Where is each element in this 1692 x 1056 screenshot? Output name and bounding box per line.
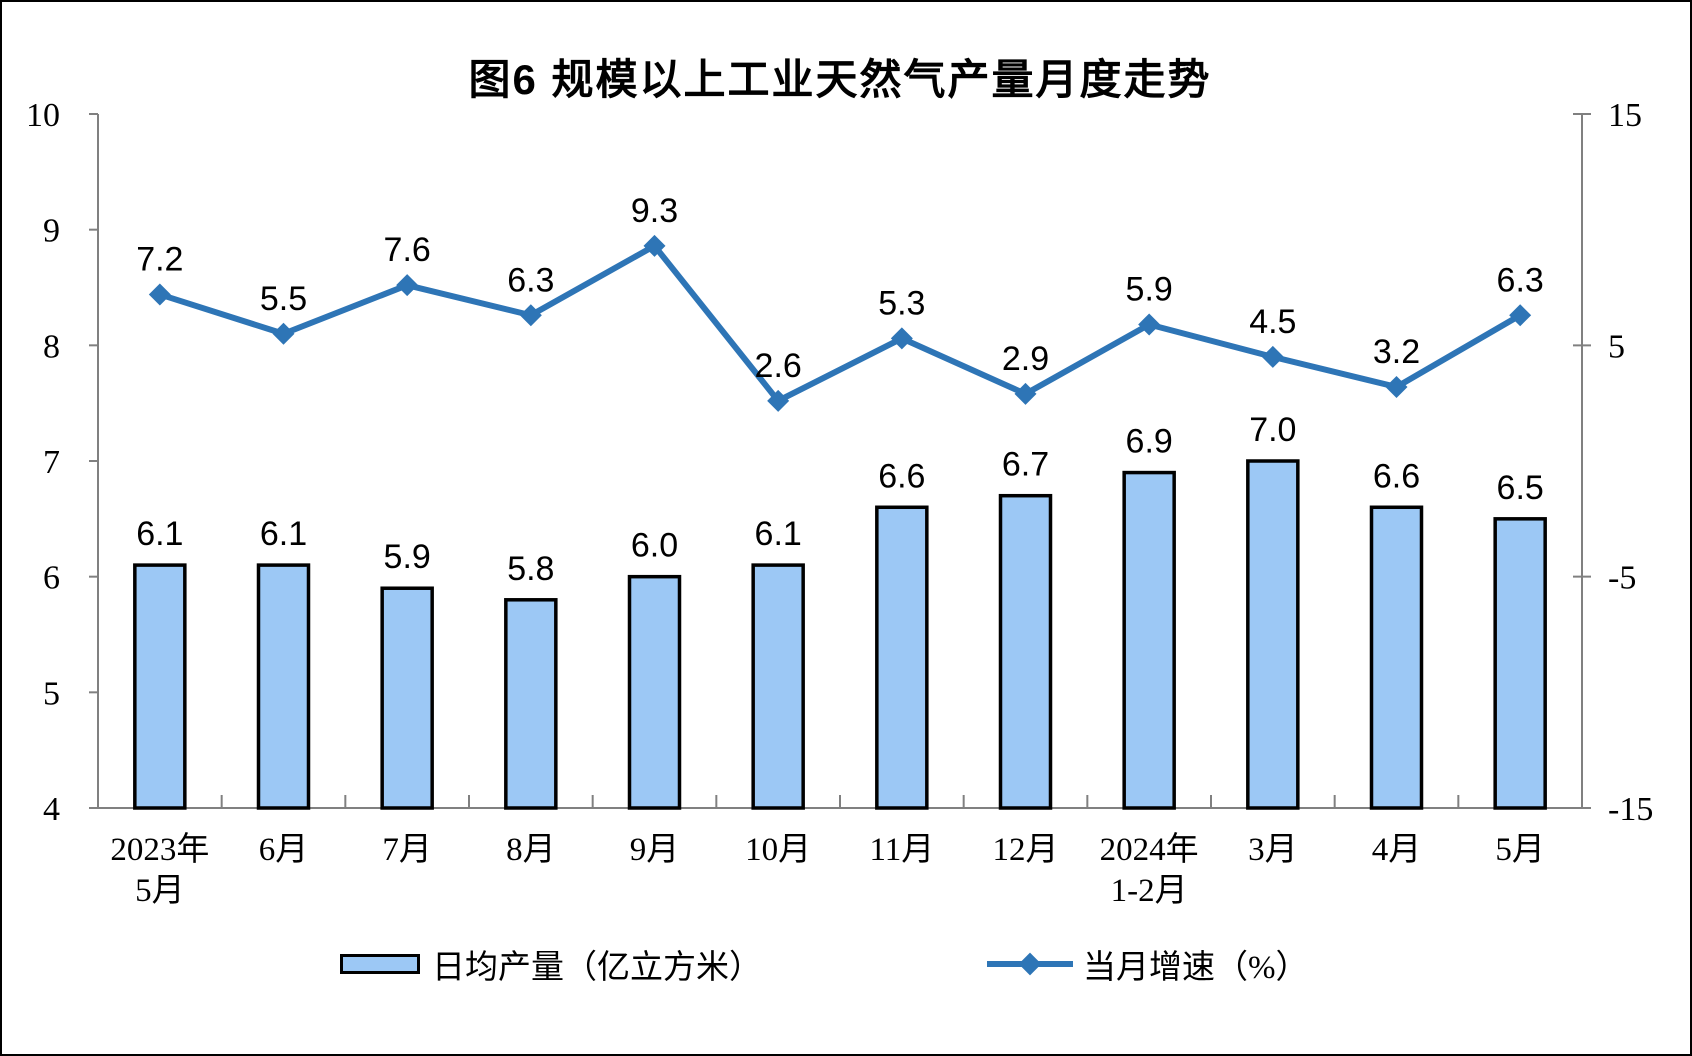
- bar-7: [998, 493, 1053, 810]
- x-category-label: 10月: [745, 832, 811, 868]
- line-marker-10: [1385, 375, 1408, 398]
- x-category-label: 5月: [1495, 832, 1545, 868]
- right-axis-tick-label: 15: [1608, 97, 1642, 134]
- bar-value-label: 6.1: [260, 515, 307, 553]
- line-marker-5: [767, 389, 790, 412]
- bar-value-label: 7.0: [1249, 411, 1296, 449]
- bar-value-label: 6.1: [755, 515, 802, 553]
- line-value-label: 4.5: [1249, 303, 1296, 341]
- line-value-label: 3.2: [1373, 333, 1420, 371]
- bar-6: [875, 505, 929, 810]
- line-value-label: 2.9: [1002, 340, 1049, 378]
- line-marker-4: [643, 234, 666, 257]
- line-series-swatch-icon: [987, 952, 1073, 976]
- line-marker-6: [890, 327, 913, 350]
- legend-item-line: 当月增速（%）: [987, 944, 1309, 986]
- line-marker-7: [1014, 382, 1037, 405]
- line-value-label: 6.3: [1497, 261, 1544, 299]
- right-axis-tick-label: -5: [1608, 560, 1636, 597]
- bar-1: [256, 563, 311, 810]
- line-marker-0: [148, 283, 171, 306]
- x-category-label: 12月: [993, 832, 1059, 868]
- legend-label-bar: 日均产量（亿立方米）: [432, 950, 762, 986]
- x-category-label: 2023年: [110, 831, 209, 868]
- bar-2: [380, 586, 434, 810]
- right-axis-tick-label: -15: [1608, 791, 1653, 828]
- bar-8: [1122, 470, 1176, 810]
- line-value-label: 5.5: [260, 280, 307, 318]
- line-marker-2: [396, 274, 419, 297]
- bar-value-label: 5.8: [507, 550, 554, 588]
- x-category-label: 11月: [869, 832, 934, 868]
- line-value-label: 7.6: [384, 231, 431, 269]
- left-axis-tick-label: 7: [43, 444, 60, 481]
- x-category-label: 4月: [1372, 832, 1422, 868]
- line-value-label: 5.9: [1126, 271, 1173, 309]
- left-axis-tick-label: 4: [43, 791, 60, 828]
- bar-value-label: 6.7: [1002, 446, 1049, 484]
- line-value-label: 9.3: [631, 192, 678, 230]
- bar-value-label: 6.6: [1373, 457, 1420, 495]
- line-marker-3: [519, 304, 542, 327]
- line-value-label: 2.6: [755, 347, 802, 385]
- legend-item-bar: 日均产量（亿立方米）: [340, 944, 762, 986]
- line-marker-1: [272, 322, 295, 345]
- x-category-label: 8月: [506, 832, 556, 868]
- bar-4: [627, 574, 682, 810]
- chart-title: 图6 规模以上工业天然气产量月度走势: [468, 56, 1212, 103]
- line-marker-11: [1509, 304, 1532, 327]
- bar-value-label: 6.5: [1497, 469, 1544, 507]
- bar-value-label: 6.1: [136, 515, 183, 553]
- x-category-label: 2024年: [1100, 831, 1199, 868]
- left-axis-tick-label: 6: [43, 560, 60, 597]
- x-category-label: 9月: [630, 832, 680, 868]
- x-category-label: 5月: [135, 873, 185, 909]
- bar-0: [133, 563, 187, 810]
- bar-value-label: 6.6: [878, 457, 925, 495]
- bar-3: [504, 598, 558, 810]
- line-value-label: 5.3: [878, 284, 925, 322]
- x-category-label: 6月: [259, 832, 309, 868]
- left-axis-tick-label: 9: [43, 213, 60, 250]
- left-axis-tick-label: 5: [43, 675, 60, 712]
- diamond-marker-icon: [1018, 952, 1042, 976]
- bar-5: [751, 563, 805, 810]
- x-category-label: 7月: [382, 832, 432, 868]
- x-category-label: 3月: [1248, 832, 1298, 868]
- legend-label-line: 当月增速（%）: [1083, 950, 1309, 986]
- bar-series-swatch-icon: [340, 954, 420, 974]
- bar-10: [1369, 505, 1424, 810]
- growth-line: [156, 242, 1524, 404]
- bar-value-label: 6.9: [1126, 423, 1173, 461]
- bar-value-label: 5.9: [384, 538, 431, 576]
- line-value-label: 6.3: [507, 261, 554, 299]
- line-value-label: 7.2: [136, 240, 183, 278]
- bar-11: [1493, 517, 1547, 810]
- right-axis-tick-label: 5: [1608, 328, 1625, 365]
- left-axis-tick-label: 8: [43, 328, 60, 365]
- bar-value-label: 6.0: [631, 527, 678, 565]
- line-marker-8: [1138, 313, 1161, 336]
- left-axis-tick-label: 10: [26, 97, 60, 134]
- x-category-label: 1-2月: [1111, 873, 1188, 909]
- bar-9: [1246, 459, 1300, 810]
- line-marker-9: [1261, 345, 1284, 368]
